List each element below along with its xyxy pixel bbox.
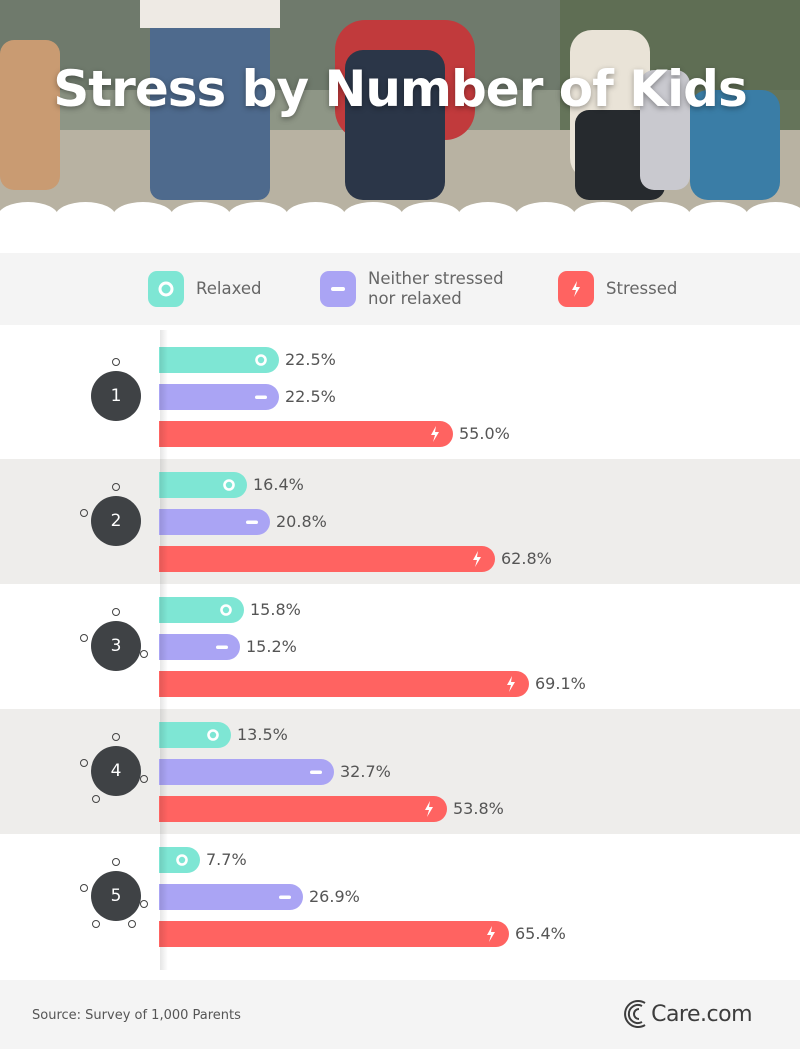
data-label-neither: 32.7% <box>340 762 391 781</box>
orbit-dot <box>140 775 148 783</box>
bar-relaxed <box>159 347 279 373</box>
orbit-dot <box>112 608 120 616</box>
data-label-neither: 15.2% <box>246 637 297 656</box>
orbit-dot <box>140 900 148 908</box>
hero-banner: Stress by Number of Kids <box>0 0 800 225</box>
bar-neither <box>159 509 270 535</box>
lightning-icon <box>419 799 439 819</box>
data-label-relaxed: 15.8% <box>250 600 301 619</box>
ring-icon <box>148 271 184 307</box>
bar-stressed <box>159 921 509 947</box>
orbit-dot <box>140 650 148 658</box>
ring-icon <box>203 725 223 745</box>
orbit-dot <box>80 884 88 892</box>
legend-label-neither-line1: Neither stressed <box>368 269 504 288</box>
orbit-dot <box>80 634 88 642</box>
hero-photo <box>0 0 800 225</box>
lightning-icon <box>501 674 521 694</box>
chart-row-1: 1 22.5% 22.5% 55.0% <box>0 334 800 459</box>
legend-item-stressed: Stressed <box>558 253 677 325</box>
source-note: Source: Survey of 1,000 Parents <box>32 1008 241 1023</box>
bar-stressed <box>159 671 529 697</box>
data-label-relaxed: 13.5% <box>237 725 288 744</box>
chart-row-2: 2 16.4% 20.8% 62.8% <box>0 459 800 584</box>
data-label-stressed: 55.0% <box>459 424 510 443</box>
ring-icon <box>251 350 271 370</box>
scallop-divider <box>0 202 800 225</box>
data-label-neither: 22.5% <box>285 387 336 406</box>
orbit-dot <box>80 509 88 517</box>
data-label-relaxed: 16.4% <box>253 475 304 494</box>
brand-logo: Care.com <box>621 996 752 1032</box>
legend-item-relaxed: Relaxed <box>148 253 261 325</box>
dash-icon <box>242 512 262 532</box>
lightning-icon <box>425 424 445 444</box>
bar-relaxed <box>159 847 200 873</box>
orbit-dot <box>112 483 120 491</box>
category-label: 5 <box>91 871 141 921</box>
orbit-dot <box>112 358 120 366</box>
dash-icon <box>212 637 232 657</box>
data-label-relaxed: 22.5% <box>285 350 336 369</box>
bar-neither <box>159 634 240 660</box>
chart-legend: Relaxed Neither stressed nor relaxed Str… <box>0 253 800 325</box>
category-label: 2 <box>91 496 141 546</box>
legend-label-stressed: Stressed <box>606 279 678 298</box>
orbit-dot <box>112 733 120 741</box>
bar-relaxed <box>159 597 244 623</box>
orbit-dot <box>128 920 136 928</box>
data-label-stressed: 62.8% <box>501 549 552 568</box>
legend-label-relaxed: Relaxed <box>196 279 262 298</box>
orbit-dot <box>92 920 100 928</box>
data-label-stressed: 69.1% <box>535 674 586 693</box>
legend-item-neither: Neither stressed nor relaxed <box>320 253 504 325</box>
data-label-stressed: 65.4% <box>515 924 566 943</box>
axis-shadow <box>160 330 168 970</box>
orbit-dot <box>112 858 120 866</box>
bar-relaxed <box>159 722 231 748</box>
data-label-relaxed: 7.7% <box>206 850 247 869</box>
ring-icon <box>219 475 239 495</box>
category-label: 3 <box>91 621 141 671</box>
lightning-icon <box>467 549 487 569</box>
bar-neither <box>159 759 334 785</box>
bar-stressed <box>159 796 447 822</box>
chart-row-5: 5 7.7% 26.9% 65.4% <box>0 834 800 959</box>
bar-neither <box>159 384 279 410</box>
footer: Source: Survey of 1,000 Parents Care.com <box>0 980 800 1049</box>
ring-icon <box>172 850 192 870</box>
ring-icon <box>216 600 236 620</box>
care-logo-icon <box>624 1000 646 1028</box>
bar-stressed <box>159 546 495 572</box>
lightning-icon <box>481 924 501 944</box>
legend-label-neither-line2: nor relaxed <box>368 289 462 308</box>
bar-neither <box>159 884 303 910</box>
category-label: 4 <box>91 746 141 796</box>
dash-icon <box>320 271 356 307</box>
chart-row-3: 3 15.8% 15.2% 69.1% <box>0 584 800 709</box>
dash-icon <box>251 387 271 407</box>
data-label-neither: 26.9% <box>309 887 360 906</box>
chart-title: Stress by Number of Kids <box>53 60 747 118</box>
orbit-dot <box>80 759 88 767</box>
bar-stressed <box>159 421 453 447</box>
data-label-neither: 20.8% <box>276 512 327 531</box>
brand-name: Care.com <box>651 1001 752 1027</box>
bar-relaxed <box>159 472 247 498</box>
dash-icon <box>306 762 326 782</box>
data-label-stressed: 53.8% <box>453 799 504 818</box>
category-label: 1 <box>91 371 141 421</box>
orbit-dot <box>92 795 100 803</box>
lightning-icon <box>558 271 594 307</box>
chart-row-4: 4 13.5% 32.7% 53.8% <box>0 709 800 834</box>
dash-icon <box>275 887 295 907</box>
legend-label-neither: Neither stressed nor relaxed <box>368 269 504 309</box>
